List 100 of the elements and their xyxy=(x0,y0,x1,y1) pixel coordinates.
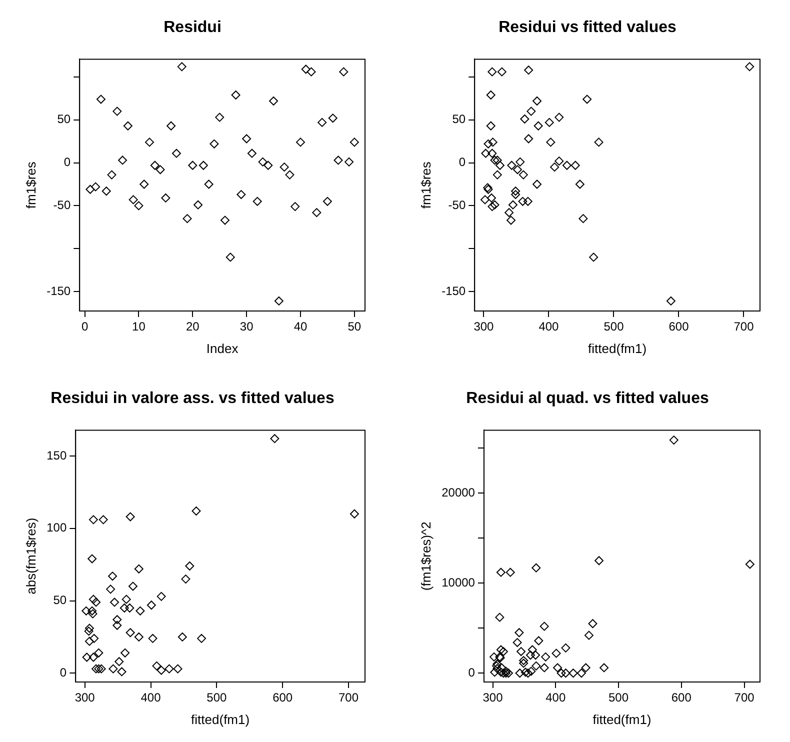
point xyxy=(88,652,98,662)
point xyxy=(236,190,246,200)
y-axis-title: (fm1$res)^2 xyxy=(418,522,434,591)
point xyxy=(215,112,224,122)
x-tick-label: 700 xyxy=(734,690,755,705)
point xyxy=(182,214,192,224)
point xyxy=(156,165,165,174)
point xyxy=(568,668,578,678)
point xyxy=(339,67,348,76)
point xyxy=(495,160,504,170)
y-axis-title: fm1$res xyxy=(23,161,38,209)
point xyxy=(481,148,490,158)
x-tick-label: 700 xyxy=(734,320,754,334)
point xyxy=(134,564,144,574)
point xyxy=(210,139,219,148)
point xyxy=(531,650,540,660)
point xyxy=(501,668,510,678)
point xyxy=(666,296,676,306)
point xyxy=(285,170,294,180)
point xyxy=(102,186,111,196)
point xyxy=(524,134,534,144)
point xyxy=(553,663,562,672)
point xyxy=(506,216,516,225)
point xyxy=(112,106,122,116)
point xyxy=(86,184,95,194)
point xyxy=(148,634,158,643)
y-tick-label: 0 xyxy=(468,665,476,680)
point xyxy=(534,121,543,130)
point xyxy=(518,196,528,206)
x-tick-label: 40 xyxy=(294,320,308,334)
point xyxy=(488,202,497,212)
point xyxy=(512,638,522,648)
point xyxy=(318,118,327,127)
point xyxy=(301,64,310,74)
point xyxy=(526,106,536,116)
x-tick-label: 0 xyxy=(81,320,88,334)
point xyxy=(526,650,535,660)
point xyxy=(150,160,160,170)
x-tick-label: 20 xyxy=(186,320,200,334)
x-axis-title: Index xyxy=(206,340,239,356)
point xyxy=(511,190,520,200)
x-tick-label: 600 xyxy=(668,320,690,334)
point xyxy=(134,632,144,642)
point xyxy=(532,661,541,670)
point xyxy=(488,138,498,147)
point xyxy=(181,574,190,584)
point xyxy=(528,645,537,654)
point xyxy=(497,67,506,76)
point xyxy=(495,612,504,622)
x-tick-label: 10 xyxy=(132,320,146,334)
point xyxy=(88,594,98,604)
point xyxy=(197,634,206,643)
point xyxy=(490,200,500,210)
x-axis-title: fitted(fm1) xyxy=(191,712,250,727)
point xyxy=(556,668,566,678)
point xyxy=(498,647,508,656)
point xyxy=(516,157,525,166)
point xyxy=(94,648,104,658)
y-tick-label: -50 xyxy=(53,198,71,212)
y-tick-label: -150 xyxy=(442,284,466,298)
point xyxy=(166,121,176,130)
point xyxy=(108,572,118,581)
y-tick-label: 50 xyxy=(53,593,67,608)
point xyxy=(745,560,754,569)
point xyxy=(540,622,549,631)
point xyxy=(532,180,542,189)
point xyxy=(334,156,343,165)
x-tick-label: 500 xyxy=(206,690,228,705)
point xyxy=(220,216,230,225)
point xyxy=(84,626,94,636)
point xyxy=(126,512,135,522)
point xyxy=(506,568,515,577)
point xyxy=(84,624,94,633)
point xyxy=(242,134,252,144)
point xyxy=(122,594,131,604)
y-tick-label: 50 xyxy=(57,112,71,126)
point xyxy=(520,114,530,124)
point xyxy=(128,582,138,591)
point xyxy=(110,598,120,607)
point xyxy=(274,296,284,306)
point xyxy=(125,604,134,613)
point xyxy=(561,668,570,678)
point xyxy=(486,121,496,130)
point xyxy=(247,148,256,158)
point xyxy=(185,562,194,571)
point xyxy=(519,656,528,666)
point xyxy=(570,160,580,170)
point xyxy=(484,139,493,148)
point xyxy=(231,90,240,100)
point xyxy=(114,657,124,666)
point xyxy=(508,200,518,210)
point xyxy=(91,182,100,192)
chart-title: Residui vs fitted values xyxy=(498,19,677,36)
point xyxy=(532,563,541,572)
point xyxy=(82,606,91,616)
point xyxy=(96,664,106,674)
point xyxy=(156,592,166,601)
point xyxy=(578,214,588,224)
point xyxy=(145,138,154,147)
point xyxy=(519,658,528,668)
